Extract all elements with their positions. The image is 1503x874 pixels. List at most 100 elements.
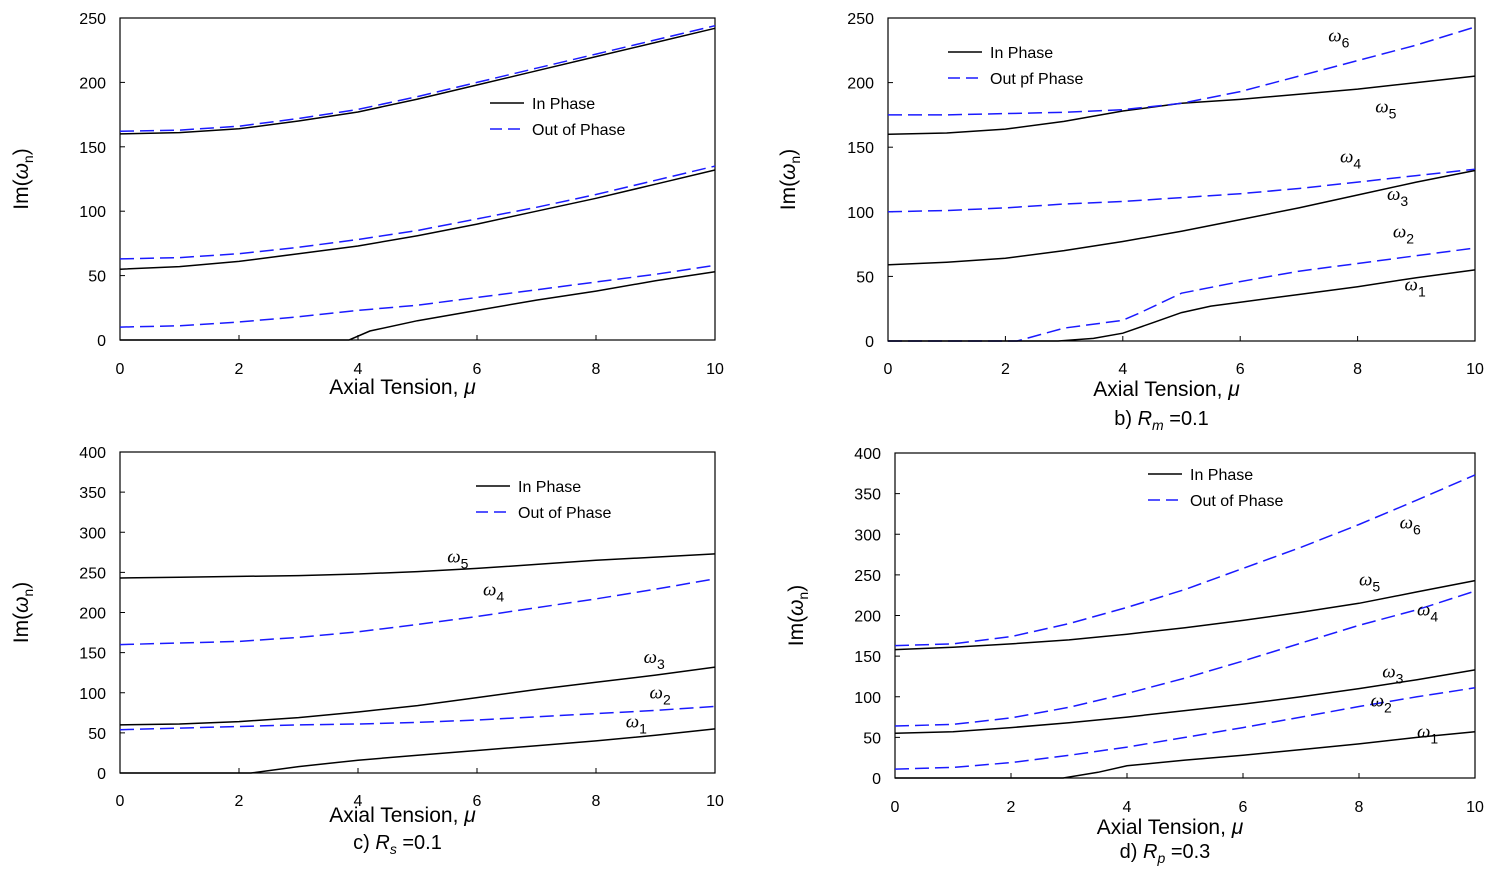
in-phase-series-line <box>894 579 1476 651</box>
legend-in-phase-label: In Phase <box>518 479 581 496</box>
y-axis-label: Im(ωn) <box>10 148 36 209</box>
mode-label-omega-4: ω4 <box>1417 600 1438 625</box>
out-of-phase-series-line <box>888 247 1476 342</box>
x-axis-label: Axial Tension, μ <box>1093 378 1240 401</box>
y-tick-label: 300 <box>79 525 106 542</box>
out-of-phase-series-line <box>119 165 716 260</box>
y-tick-label: 350 <box>79 485 106 502</box>
in-phase-series-line <box>119 169 716 270</box>
legend-out-of-phase-label: Out pf Phase <box>990 71 1083 88</box>
y-axis-label: Im(ωn) <box>777 149 803 210</box>
x-tick-label: 10 <box>706 793 724 810</box>
y-tick-label: 350 <box>854 487 881 504</box>
out-of-phase-series-line <box>119 578 716 646</box>
y-tick-label: 150 <box>854 649 881 666</box>
in-phase-series-line <box>888 269 1476 342</box>
panel-caption: d) Rp =0.3 <box>1120 841 1211 866</box>
panel-caption: b) Rm =0.1 <box>1114 408 1209 433</box>
mode-label-omega-5: ω5 <box>1359 569 1380 594</box>
plot-frame <box>119 17 716 341</box>
y-tick-label: 100 <box>79 686 106 703</box>
y-tick-label: 200 <box>79 606 106 623</box>
y-tick-label: 50 <box>88 726 106 743</box>
y-tick-label: 100 <box>847 205 874 222</box>
y-axis-label: Im(ωn) <box>10 582 36 643</box>
x-tick-label: 6 <box>1239 799 1248 816</box>
x-tick-label: 6 <box>473 361 482 378</box>
x-tick-label: 6 <box>1236 361 1245 378</box>
mode-label-omega-6: ω6 <box>1400 513 1421 538</box>
x-tick-label: 0 <box>116 361 125 378</box>
x-tick-label: 8 <box>592 793 601 810</box>
y-tick-label: 250 <box>79 565 106 582</box>
out-of-phase-series-line <box>119 264 716 328</box>
plot-frame <box>887 17 1476 342</box>
legend-out-of-phase-label: Out of Phase <box>532 122 625 139</box>
x-tick-label: 10 <box>1466 361 1484 378</box>
y-tick-label: 200 <box>854 609 881 626</box>
x-tick-label: 2 <box>235 793 244 810</box>
y-tick-label: 150 <box>79 140 106 157</box>
in-phase-series-line <box>119 666 716 726</box>
mode-label-omega-5: ω5 <box>1375 96 1396 121</box>
mode-label-omega-2: ω2 <box>1371 691 1392 716</box>
y-tick-label: 400 <box>854 446 881 463</box>
y-tick-label: 0 <box>97 766 106 783</box>
x-axis-label: Axial Tension, μ <box>1097 816 1244 839</box>
mode-label-omega-4: ω4 <box>1340 147 1361 172</box>
legend-out-of-phase-label: Out of Phase <box>1190 493 1283 510</box>
out-of-phase-series-line <box>894 474 1476 647</box>
y-tick-label: 150 <box>847 140 874 157</box>
mode-label-omega-1: ω1 <box>626 711 647 736</box>
y-tick-label: 0 <box>97 333 106 350</box>
x-tick-label: 2 <box>1007 799 1016 816</box>
x-tick-label: 0 <box>116 793 125 810</box>
x-tick-label: 8 <box>1355 799 1364 816</box>
x-tick-label: 4 <box>354 361 363 378</box>
y-tick-label: 250 <box>79 11 106 28</box>
y-tick-label: 0 <box>872 771 881 788</box>
in-phase-series-line <box>119 553 716 579</box>
mode-label-omega-5: ω5 <box>447 547 468 572</box>
y-tick-label: 0 <box>865 334 874 351</box>
legend-in-phase-label: In Phase <box>990 45 1053 62</box>
legend-in-phase-label: In Phase <box>1190 467 1253 484</box>
mode-label-omega-2: ω2 <box>1393 222 1414 247</box>
mode-label-omega-3: ω3 <box>1382 661 1403 686</box>
out-of-phase-series-line <box>887 168 1476 213</box>
x-tick-label: 4 <box>1123 799 1132 816</box>
y-tick-label: 400 <box>79 445 106 462</box>
x-tick-label: 4 <box>354 793 363 810</box>
x-tick-label: 8 <box>592 361 601 378</box>
in-phase-series-line <box>887 169 1476 266</box>
y-tick-label: 250 <box>854 568 881 585</box>
y-tick-label: 100 <box>854 690 881 707</box>
mode-label-omega-2: ω2 <box>650 682 671 707</box>
x-tick-label: 2 <box>1001 361 1010 378</box>
x-tick-label: 0 <box>891 799 900 816</box>
x-axis-label: Axial Tension, μ <box>329 376 476 399</box>
y-tick-label: 50 <box>863 730 881 747</box>
mode-label-omega-1: ω1 <box>1417 721 1438 746</box>
x-tick-label: 4 <box>1118 361 1127 378</box>
y-tick-label: 250 <box>847 11 874 28</box>
x-tick-label: 2 <box>235 361 244 378</box>
panel-caption: c) Rs =0.1 <box>353 832 442 857</box>
legend-in-phase-label: In Phase <box>532 96 595 113</box>
y-tick-label: 50 <box>856 269 874 286</box>
y-tick-label: 50 <box>88 269 106 286</box>
out-of-phase-series-line <box>894 687 1476 770</box>
mode-label-omega-1: ω1 <box>1405 275 1426 300</box>
legend-out-of-phase-label: Out of Phase <box>518 505 611 522</box>
y-tick-label: 100 <box>79 204 106 221</box>
mode-label-omega-6: ω6 <box>1328 25 1349 50</box>
x-tick-label: 6 <box>473 793 482 810</box>
mode-label-omega-3: ω3 <box>1387 184 1408 209</box>
y-tick-label: 200 <box>79 75 106 92</box>
y-tick-label: 150 <box>79 646 106 663</box>
mode-label-omega-4: ω4 <box>483 580 504 605</box>
